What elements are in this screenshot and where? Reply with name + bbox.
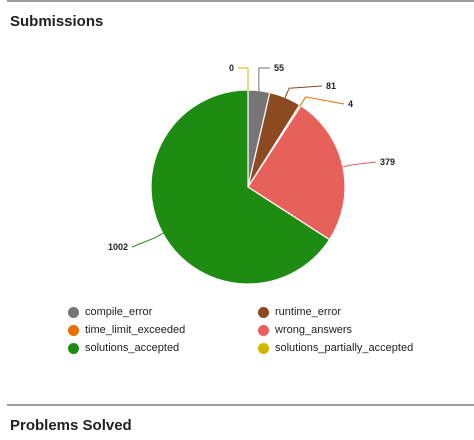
submissions-pie-chart: 0 55 81 4 379 1002 — [108, 63, 395, 285]
legend-dot-icon — [68, 342, 79, 354]
legend-label: compile_error — [85, 306, 153, 318]
leader-line-solutions-accepted — [131, 232, 164, 248]
legend-label: wrong_answers — [275, 324, 353, 336]
legend-label: runtime_error — [275, 306, 342, 318]
legend-dot-icon — [258, 342, 269, 354]
legend-item-wrong-answers[interactable]: wrong_answers — [258, 324, 352, 336]
data-label-compile-error: 55 — [274, 63, 284, 73]
leader-line-solutions-partially-accepted — [238, 67, 249, 91]
top-divider — [7, 0, 474, 2]
leader-line-runtime-error — [284, 85, 323, 99]
legend-dot-icon — [258, 324, 269, 336]
data-label-runtime-error: 81 — [326, 81, 336, 91]
legend-item-solutions-accepted[interactable]: solutions_accepted — [68, 342, 179, 354]
problems-solved-title: Problems Solved — [10, 417, 132, 434]
chart-legend: compile_error runtime_error time_limit_e… — [0, 306, 474, 366]
leader-line-compile-error — [258, 67, 270, 92]
leader-line-wrong-answers — [341, 161, 377, 168]
data-label-wrong-answers: 379 — [380, 157, 395, 167]
legend-item-runtime-error[interactable]: runtime_error — [258, 306, 341, 318]
legend-label: time_limit_exceeded — [85, 324, 186, 336]
legend-dot-icon — [68, 306, 79, 318]
data-label-solutions-partially-accepted: 0 — [229, 63, 234, 73]
data-label-time-limit-exceeded: 4 — [348, 99, 353, 109]
legend-label: solutions_partially_accepted — [275, 342, 414, 354]
data-label-solutions-accepted: 1002 — [108, 242, 128, 252]
section-divider — [7, 404, 474, 406]
legend-label: solutions_accepted — [85, 342, 180, 354]
legend-dot-icon — [68, 324, 79, 336]
leader-line-time-limit-exceeded — [299, 96, 345, 107]
legend-item-compile-error[interactable]: compile_error — [68, 306, 152, 318]
legend-dot-icon — [258, 306, 269, 318]
legend-item-time-limit-exceeded[interactable]: time_limit_exceeded — [68, 324, 185, 336]
legend-item-solutions-partially-accepted[interactable]: solutions_partially_accepted — [258, 342, 413, 354]
submissions-title: Submissions — [10, 13, 104, 30]
